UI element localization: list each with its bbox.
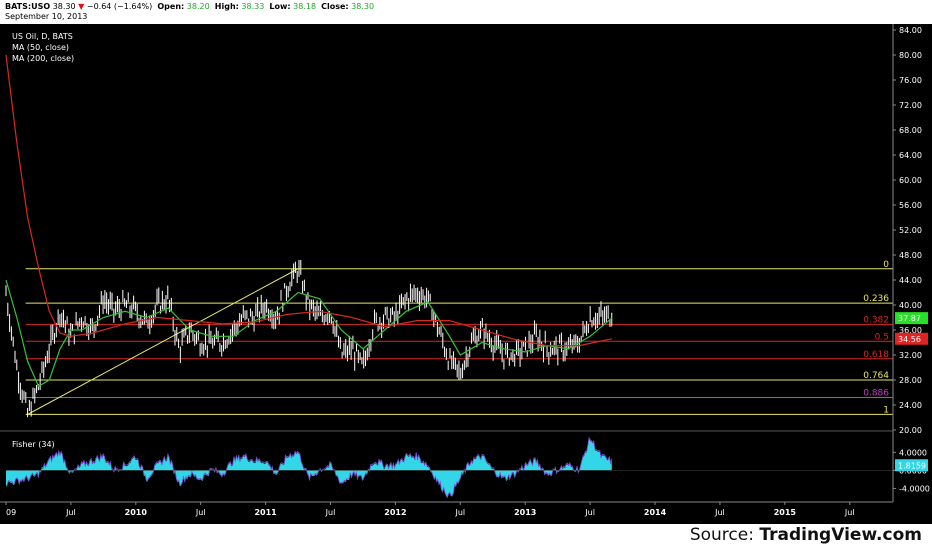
- source-prefix: Source:: [689, 525, 760, 545]
- y-tick-label: 80.00: [899, 51, 922, 60]
- y-tick-label: 72.00: [899, 101, 922, 110]
- chart-area[interactable]: 0 0.236 0.382 0.5 0.618 0.764 0.886 1 84.00 80.0…: [0, 24, 932, 524]
- fisher-value-tag: 1.8159: [898, 461, 926, 470]
- low-label: Low:: [269, 2, 291, 11]
- down-arrow-icon: ▼: [78, 2, 85, 11]
- fisher-tick-label: 4.0000: [899, 448, 927, 457]
- x-tick-label: Jul: [844, 508, 855, 517]
- x-tick-label: 2012: [384, 508, 406, 517]
- chart-header: BATS:USO 38.30 ▼ −0.64 (−1.64%) Open: 38…: [0, 0, 932, 24]
- x-tick-label: 2010: [125, 508, 148, 517]
- x-tick-label: Jul: [325, 508, 336, 517]
- price-bars: [5, 259, 613, 418]
- ma200-price-tag-box: [895, 332, 928, 345]
- low-value: 38.18: [293, 2, 317, 11]
- footer: Source: TradingView.com: [0, 524, 932, 550]
- price-change: −0.64 (−1.64%): [86, 2, 153, 11]
- fisher-area: [6, 438, 612, 499]
- ma50-line: [5, 279, 613, 388]
- x-tick-label: 2015: [774, 508, 797, 517]
- fib-label-0-236: 0.236: [863, 294, 889, 304]
- legend-ma50[interactable]: MA (50, close): [12, 43, 69, 52]
- high-label: High:: [214, 2, 239, 11]
- snapshot-date: September 10, 2013: [5, 12, 88, 21]
- high-value: 38.33: [241, 2, 265, 11]
- fisher-signal-line: [5, 436, 613, 499]
- y-tick-label: 56.00: [899, 201, 922, 210]
- y-tick-label: 36.00: [899, 326, 922, 335]
- ma200-line: [5, 54, 612, 347]
- x-tick-label: Jul: [65, 508, 76, 517]
- fib-label-0-382: 0.382: [863, 315, 889, 325]
- x-tick-label: 2011: [254, 508, 277, 517]
- x-tick-label: 09: [6, 508, 16, 517]
- close-label: Close:: [321, 2, 349, 11]
- source-credit: Source: TradingView.com: [690, 525, 922, 545]
- source-brand: TradingView.com: [759, 525, 922, 545]
- y-tick-label: 28.00: [899, 376, 922, 385]
- fisher-tick-label: -4.0000: [899, 484, 930, 493]
- fisher-pane: [5, 436, 893, 499]
- legend-title[interactable]: US Oil, D, BATS: [12, 32, 73, 41]
- y-tick-label: 44.00: [899, 276, 922, 285]
- fib-label-0-764: 0.764: [863, 371, 889, 381]
- x-tick-label: Jul: [454, 508, 465, 517]
- fib-label-0-618: 0.618: [863, 350, 889, 360]
- axes: 84.00 80.00 76.00 72.00 68.00 64.00 60.00 56.00…: [0, 24, 930, 517]
- x-tick-label: Jul: [714, 508, 725, 517]
- legend-fisher[interactable]: Fisher (34): [12, 440, 55, 449]
- fib-label-0-886: 0.886: [863, 389, 889, 399]
- y-tick-label: 40.00: [899, 301, 922, 310]
- chart-svg[interactable]: 0 0.236 0.382 0.5 0.618 0.764 0.886 1 84.00 80.0…: [0, 24, 932, 524]
- ma50-price-tag: 37.87: [898, 314, 921, 323]
- trendline-group[interactable]: [27, 268, 299, 415]
- x-tick-label: Jul: [195, 508, 206, 517]
- last-price: 38.30: [52, 2, 76, 11]
- fib-label-0-5: 0.5: [875, 332, 889, 342]
- ma50-price-tag-box: [895, 312, 928, 325]
- legend-ma200[interactable]: MA (200, close): [12, 54, 74, 63]
- y-tick-label: 60.00: [899, 176, 922, 185]
- y-tick-label: 68.00: [899, 126, 922, 135]
- symbol-name[interactable]: BATS:USO: [5, 2, 51, 11]
- fisher-value-tag-box: [895, 459, 928, 472]
- open-label: Open:: [157, 2, 185, 11]
- y-tick-label: 48.00: [899, 251, 922, 260]
- y-tick-label: 20.00: [899, 426, 922, 435]
- y-tick-label: 52.00: [899, 226, 922, 235]
- fib-retracement[interactable]: 0 0.236 0.382 0.5 0.618 0.764 0.886 1: [25, 260, 893, 416]
- close-value: 38.30: [351, 2, 375, 11]
- y-tick-label: 76.00: [899, 76, 922, 85]
- fib-label-0: 0: [883, 260, 889, 270]
- x-tick-label: Jul: [584, 508, 595, 517]
- moving-averages: [5, 54, 613, 388]
- y-tick-label: 64.00: [899, 151, 922, 160]
- y-tick-label: 24.00: [899, 401, 922, 410]
- x-tick-label: 2013: [514, 508, 536, 517]
- y-tick-label: 32.00: [899, 351, 922, 360]
- open-value: 38.20: [186, 2, 210, 11]
- symbol-quote-line: BATS:USO 38.30 ▼ −0.64 (−1.64%) Open: 38…: [5, 2, 374, 11]
- fib-label-1: 1: [883, 405, 889, 415]
- ma200-price-tag: 34.56: [898, 335, 921, 344]
- x-tick-label: 2014: [644, 508, 667, 517]
- trendline: [27, 268, 299, 415]
- y-tick-label: 84.00: [899, 26, 922, 35]
